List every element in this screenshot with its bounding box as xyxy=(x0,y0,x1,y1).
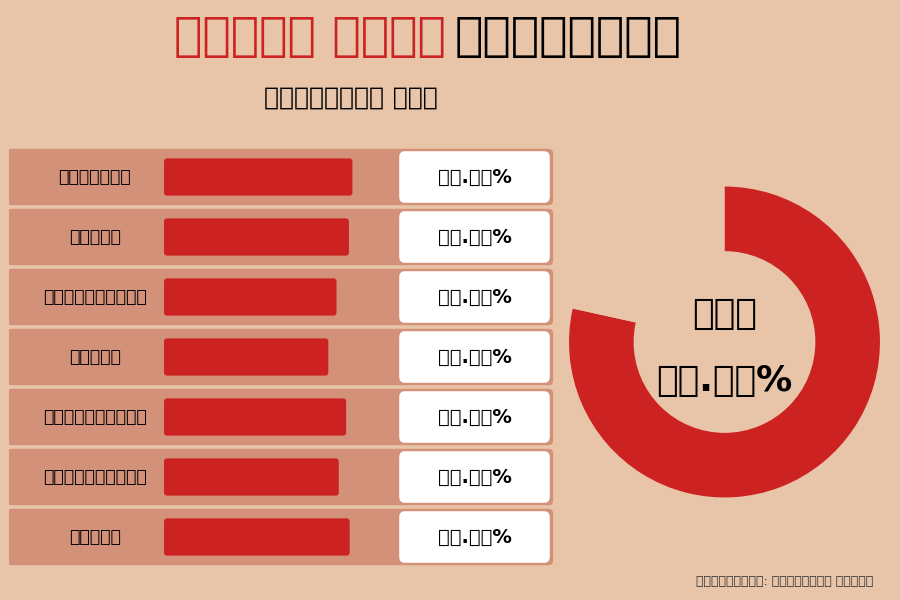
FancyBboxPatch shape xyxy=(400,451,550,503)
Text: পঞ্চম দফার: পঞ্চম দফার xyxy=(174,15,446,60)
FancyBboxPatch shape xyxy=(400,151,550,203)
Text: ৮১.০৪%: ৮১.০৪% xyxy=(437,227,511,247)
Wedge shape xyxy=(572,187,724,323)
Text: উলুবেড়িয়া: উলুবেড়িয়া xyxy=(43,408,147,426)
Text: মোট: মোট xyxy=(692,297,757,331)
FancyBboxPatch shape xyxy=(164,518,350,556)
Circle shape xyxy=(634,252,814,432)
Text: বনগাঁ: বনগাঁ xyxy=(69,228,121,246)
FancyBboxPatch shape xyxy=(400,511,550,563)
Text: তথ্যসূত্র: নির্বাচন কমিশন: তথ্যসূত্র: নির্বাচন কমিশন xyxy=(696,575,873,588)
Text: ব্যারাকপুর: ব্যারাকপুর xyxy=(43,288,147,306)
Text: নির্বাচন: নির্বাচন xyxy=(454,15,681,60)
FancyBboxPatch shape xyxy=(164,278,337,316)
Text: ৭৯.৭৮%: ৭৯.৭৮% xyxy=(437,407,511,427)
FancyBboxPatch shape xyxy=(7,149,554,205)
Wedge shape xyxy=(569,187,880,497)
Text: ৭৮.৪৫%: ৭৮.৪৫% xyxy=(656,364,793,398)
FancyBboxPatch shape xyxy=(7,329,554,385)
FancyBboxPatch shape xyxy=(164,398,346,436)
Text: ৭৬.৪৪%: ৭৬.৪৪% xyxy=(437,467,511,487)
Text: শ্রীরামপুর: শ্রীরামপুর xyxy=(43,468,147,486)
FancyBboxPatch shape xyxy=(400,391,550,443)
FancyBboxPatch shape xyxy=(7,509,554,565)
Text: হুগলি: হুগলি xyxy=(69,528,121,546)
Text: ৮২.৬২%: ৮২.৬২% xyxy=(437,167,511,187)
FancyBboxPatch shape xyxy=(164,338,328,376)
FancyBboxPatch shape xyxy=(400,211,550,263)
Text: হাওড়া: হাওড়া xyxy=(69,348,121,366)
FancyBboxPatch shape xyxy=(7,269,554,325)
FancyBboxPatch shape xyxy=(400,331,550,383)
Text: ৭১.৭৩%: ৭১.৭৩% xyxy=(437,347,511,367)
FancyBboxPatch shape xyxy=(7,209,554,265)
Text: আরামবাগ: আরামবাগ xyxy=(58,168,131,186)
Text: ৮১.৩৮%: ৮১.৩৮% xyxy=(437,527,511,547)
Text: ভোটদানের হার: ভোটদানের হার xyxy=(264,85,438,109)
FancyBboxPatch shape xyxy=(164,218,349,256)
FancyBboxPatch shape xyxy=(164,458,338,496)
FancyBboxPatch shape xyxy=(7,389,554,445)
FancyBboxPatch shape xyxy=(400,271,550,323)
FancyBboxPatch shape xyxy=(7,449,554,505)
Text: ৭৫.৪৩%: ৭৫.৪৩% xyxy=(437,287,511,307)
FancyBboxPatch shape xyxy=(164,158,353,196)
